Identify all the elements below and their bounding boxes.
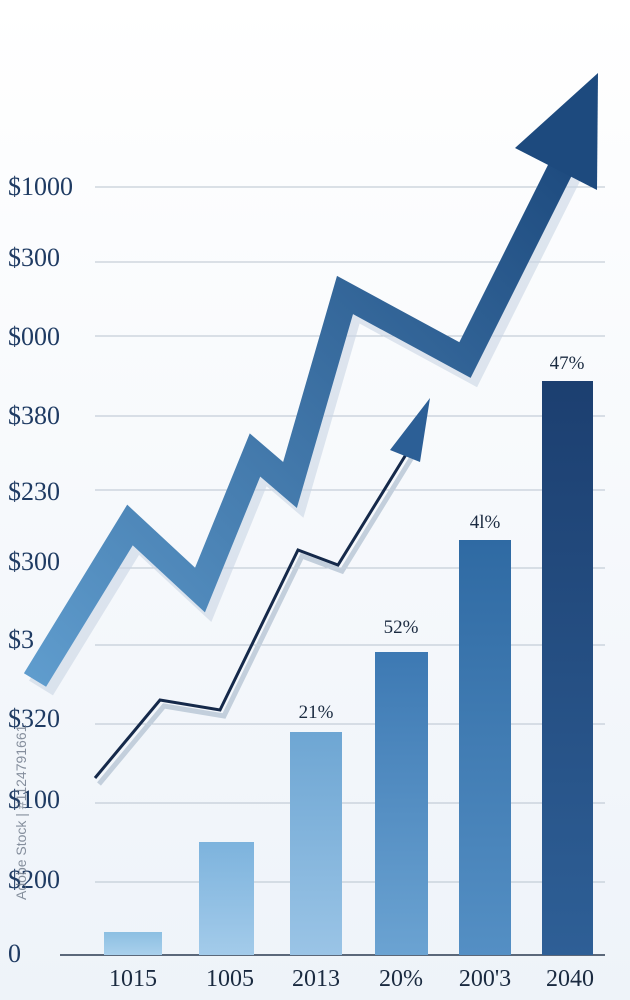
y-label: $200 bbox=[8, 865, 60, 894]
arrow-head bbox=[390, 398, 430, 462]
arrow-shadow bbox=[97, 452, 417, 786]
bars bbox=[104, 381, 593, 955]
bar-label: 21% bbox=[299, 702, 334, 723]
y-label: $300 bbox=[8, 547, 60, 576]
x-label: 200'3 bbox=[459, 966, 511, 992]
y-label: 0 bbox=[8, 939, 21, 968]
bar bbox=[199, 842, 254, 955]
arrow-line bbox=[93, 447, 412, 779]
bar-label: 47% bbox=[550, 353, 585, 374]
watermark: Adobe Stock | #1124791661 bbox=[13, 724, 29, 900]
bar-labels: 21% 52% 4l% 47% bbox=[299, 353, 585, 723]
y-label: $320 bbox=[8, 704, 60, 733]
small-arrow bbox=[93, 398, 430, 786]
x-label: 2040 bbox=[546, 966, 594, 992]
x-label: 20% bbox=[379, 966, 423, 992]
bar bbox=[459, 540, 511, 955]
arrow-head bbox=[515, 73, 598, 190]
y-labels: $1000 $300 $000 $380 $230 $300 $3 $320 $… bbox=[8, 172, 73, 968]
x-labels: 1015 1005 2013 20% 200'3 2040 bbox=[109, 966, 594, 992]
bar bbox=[104, 932, 162, 955]
y-label: $380 bbox=[8, 401, 60, 430]
x-label: 1015 bbox=[109, 966, 157, 992]
bar-label: 4l% bbox=[470, 512, 501, 533]
y-label: $100 bbox=[8, 785, 60, 814]
y-label: $1000 bbox=[8, 172, 73, 201]
x-label: 1005 bbox=[206, 966, 254, 992]
x-label: 2013 bbox=[292, 966, 340, 992]
y-label: $000 bbox=[8, 322, 60, 351]
y-label: $300 bbox=[8, 243, 60, 272]
bar bbox=[290, 732, 342, 955]
y-label: $3 bbox=[8, 625, 34, 654]
bar bbox=[542, 381, 593, 955]
bar-label: 52% bbox=[384, 617, 419, 638]
bar bbox=[375, 652, 428, 955]
y-label: $230 bbox=[8, 477, 60, 506]
arrow-line bbox=[23, 144, 582, 687]
big-arrow bbox=[23, 73, 598, 696]
